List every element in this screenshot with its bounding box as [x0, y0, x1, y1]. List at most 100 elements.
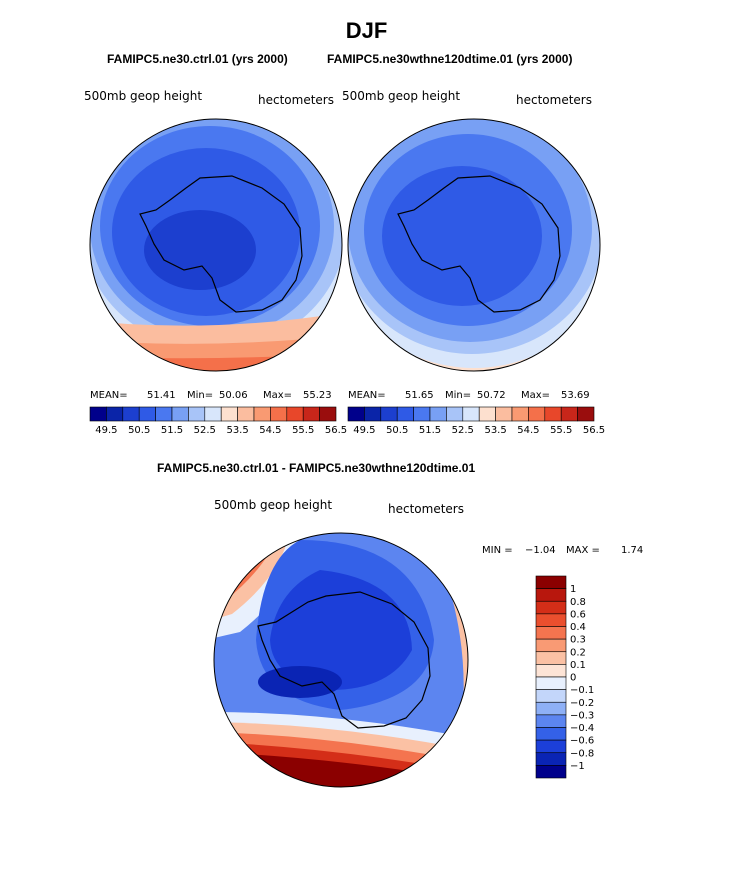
difference-colorbar-swatch-13 [535, 739, 567, 754]
test-colorbar-swatch-5 [429, 406, 447, 422]
diff-units-label: hectometers [388, 502, 464, 516]
ctrl-colorbar-tick-7: 56.5 [325, 425, 347, 436]
test-colorbar-tick-6: 55.5 [550, 425, 572, 436]
test-colorbar-swatch-8 [478, 406, 496, 422]
test-colorbar-swatch-1 [364, 406, 382, 422]
test-mean-value: 51.65 [405, 390, 434, 401]
difference-colorbar-swatch-3 [535, 613, 567, 627]
diff-field-negative-2 [270, 570, 412, 690]
ctrl-min-value: 50.06 [219, 390, 248, 401]
test-min-value: 50.72 [477, 390, 506, 401]
test-colorbar-tick-7: 56.5 [583, 425, 605, 436]
ctrl-map-border [89, 118, 343, 372]
ctrl-max-value: 55.23 [303, 390, 332, 401]
difference-colorbar-swatch-8 [535, 676, 567, 690]
ctrl-colorbar-swatch-13 [302, 406, 320, 422]
subtitle-ctrl: FAMIPC5.ne30.ctrl.01 (yrs 2000) [107, 52, 288, 66]
test-colorbar-tick-1: 50.5 [386, 425, 408, 436]
difference-colorbar-tick-2: 0.6 [570, 609, 586, 620]
ctrl-mean-value: 51.41 [147, 390, 176, 401]
ctrl-colorbar-swatch-1 [106, 406, 124, 422]
ctrl-colorbar-swatch-3 [138, 406, 156, 422]
difference-colorbar-swatch-6 [535, 651, 567, 665]
ctrl-colorbar-tick-5: 54.5 [259, 425, 281, 436]
test-units-label: hectometers [516, 93, 592, 107]
test-colorbar-tick-2: 51.5 [419, 425, 441, 436]
ctrl-colorbar-swatch-4 [155, 406, 173, 422]
ctrl-min-label: Min= [187, 390, 214, 401]
difference-map [214, 533, 468, 787]
ctrl-colorbar-swatch-11 [270, 406, 288, 422]
test-max-value: 53.69 [561, 390, 590, 401]
test-colorbar-swatch-14 [577, 406, 595, 422]
ctrl-colorbar-swatch-7 [204, 406, 222, 422]
test-max-label: Max= [521, 390, 551, 401]
ctrl-colorbar-tick-6: 55.5 [292, 425, 314, 436]
test-colorbar-swatch-4 [413, 406, 431, 422]
difference-colorbar-swatch-12 [535, 727, 567, 741]
difference-colorbar-swatch-14 [535, 752, 567, 766]
ctrl-colorbar-swatch-6 [188, 406, 206, 422]
diff-min-label: MIN = [482, 545, 513, 556]
difference-colorbar-tick-3: 0.4 [570, 622, 586, 633]
test-mean-label: MEAN= [348, 390, 386, 401]
ctrl-colorbar-swatch-2 [122, 406, 140, 422]
diff-variable-label: 500mb geop height [214, 498, 333, 512]
ctrl-colorbar-swatch-8 [220, 406, 238, 422]
difference-colorbar-tick-6: 0.1 [570, 660, 586, 671]
difference-colorbar-swatch-1 [535, 588, 567, 602]
diff-field-negative-core [258, 666, 342, 698]
difference-colorbar-tick-1: 0.8 [570, 597, 586, 608]
ctrl-colorbar-tick-0: 49.5 [95, 425, 117, 436]
ctrl-colorbar-swatch-10 [253, 406, 271, 422]
difference-colorbar-swatch-5 [535, 638, 567, 653]
ctrl-colorbar-swatch-0 [89, 406, 107, 422]
test-colorbar-swatch-13 [560, 406, 578, 422]
test-field-band-5 [382, 166, 542, 306]
difference-colorbar-tick-9: −0.2 [570, 698, 594, 709]
test-colorbar-tick-3: 52.5 [452, 425, 474, 436]
ctrl-colorbar-swatch-5 [171, 406, 189, 422]
test-min-label: Min= [445, 390, 472, 401]
difference-colorbar-tick-4: 0.3 [570, 635, 586, 646]
difference-colorbar-tick-8: −0.1 [570, 685, 594, 696]
figure-title: DJF [345, 18, 388, 43]
difference-colorbar-tick-10: −0.3 [570, 710, 594, 721]
ctrl-units-label: hectometers [258, 93, 334, 107]
ctrl-colorbar-tick-3: 52.5 [194, 425, 216, 436]
test-antarctica-outline [397, 175, 561, 313]
difference-colorbar-tick-11: −0.4 [570, 723, 594, 734]
test-colorbar-swatch-3 [396, 406, 414, 422]
difference-colorbar-swatch-7 [535, 664, 567, 678]
diff-max-value: 1.74 [621, 545, 644, 556]
difference-colorbar-swatch-0 [535, 575, 567, 589]
test-colorbar-tick-4: 53.5 [484, 425, 506, 436]
difference-colorbar-swatch-10 [535, 701, 567, 716]
test-map [348, 119, 600, 371]
ctrl-colorbar: 49.5 50.5 51.5 52.5 53.5 54.5 55.5 56.5 [89, 406, 347, 436]
difference-colorbar-swatch-2 [535, 600, 567, 615]
ctrl-colorbar-tick-2: 51.5 [161, 425, 183, 436]
test-map-border [347, 118, 601, 372]
difference-colorbar-tick-14: −1 [570, 761, 585, 772]
ctrl-map [90, 119, 342, 371]
ctrl-colorbar-swatch-12 [286, 406, 304, 422]
test-colorbar-swatch-11 [528, 406, 546, 422]
ctrl-field-low [144, 210, 256, 290]
test-variable-label: 500mb geop height [342, 89, 461, 103]
diff-max-label: MAX = [566, 545, 600, 556]
test-colorbar-tick-5: 54.5 [517, 425, 539, 436]
difference-colorbar-tick-7: 0 [570, 673, 576, 684]
difference-colorbar: 1 0.80.6 0.4 0.30.2 0.1 0−0.1 −0.2−0.3 −0.4 −0.6… [535, 575, 594, 779]
ctrl-colorbar-swatch-14 [319, 406, 337, 422]
difference-colorbar-swatch-15 [535, 765, 567, 779]
difference-colorbar-tick-5: 0.2 [570, 647, 586, 658]
test-colorbar-swatch-9 [495, 406, 513, 422]
ctrl-colorbar-tick-4: 53.5 [226, 425, 248, 436]
diff-southern-band-5 [214, 752, 468, 787]
ctrl-max-label: Max= [263, 390, 293, 401]
diff-map-border [213, 532, 469, 788]
test-colorbar-swatch-6 [446, 406, 464, 422]
difference-colorbar-swatch-4 [535, 626, 567, 640]
